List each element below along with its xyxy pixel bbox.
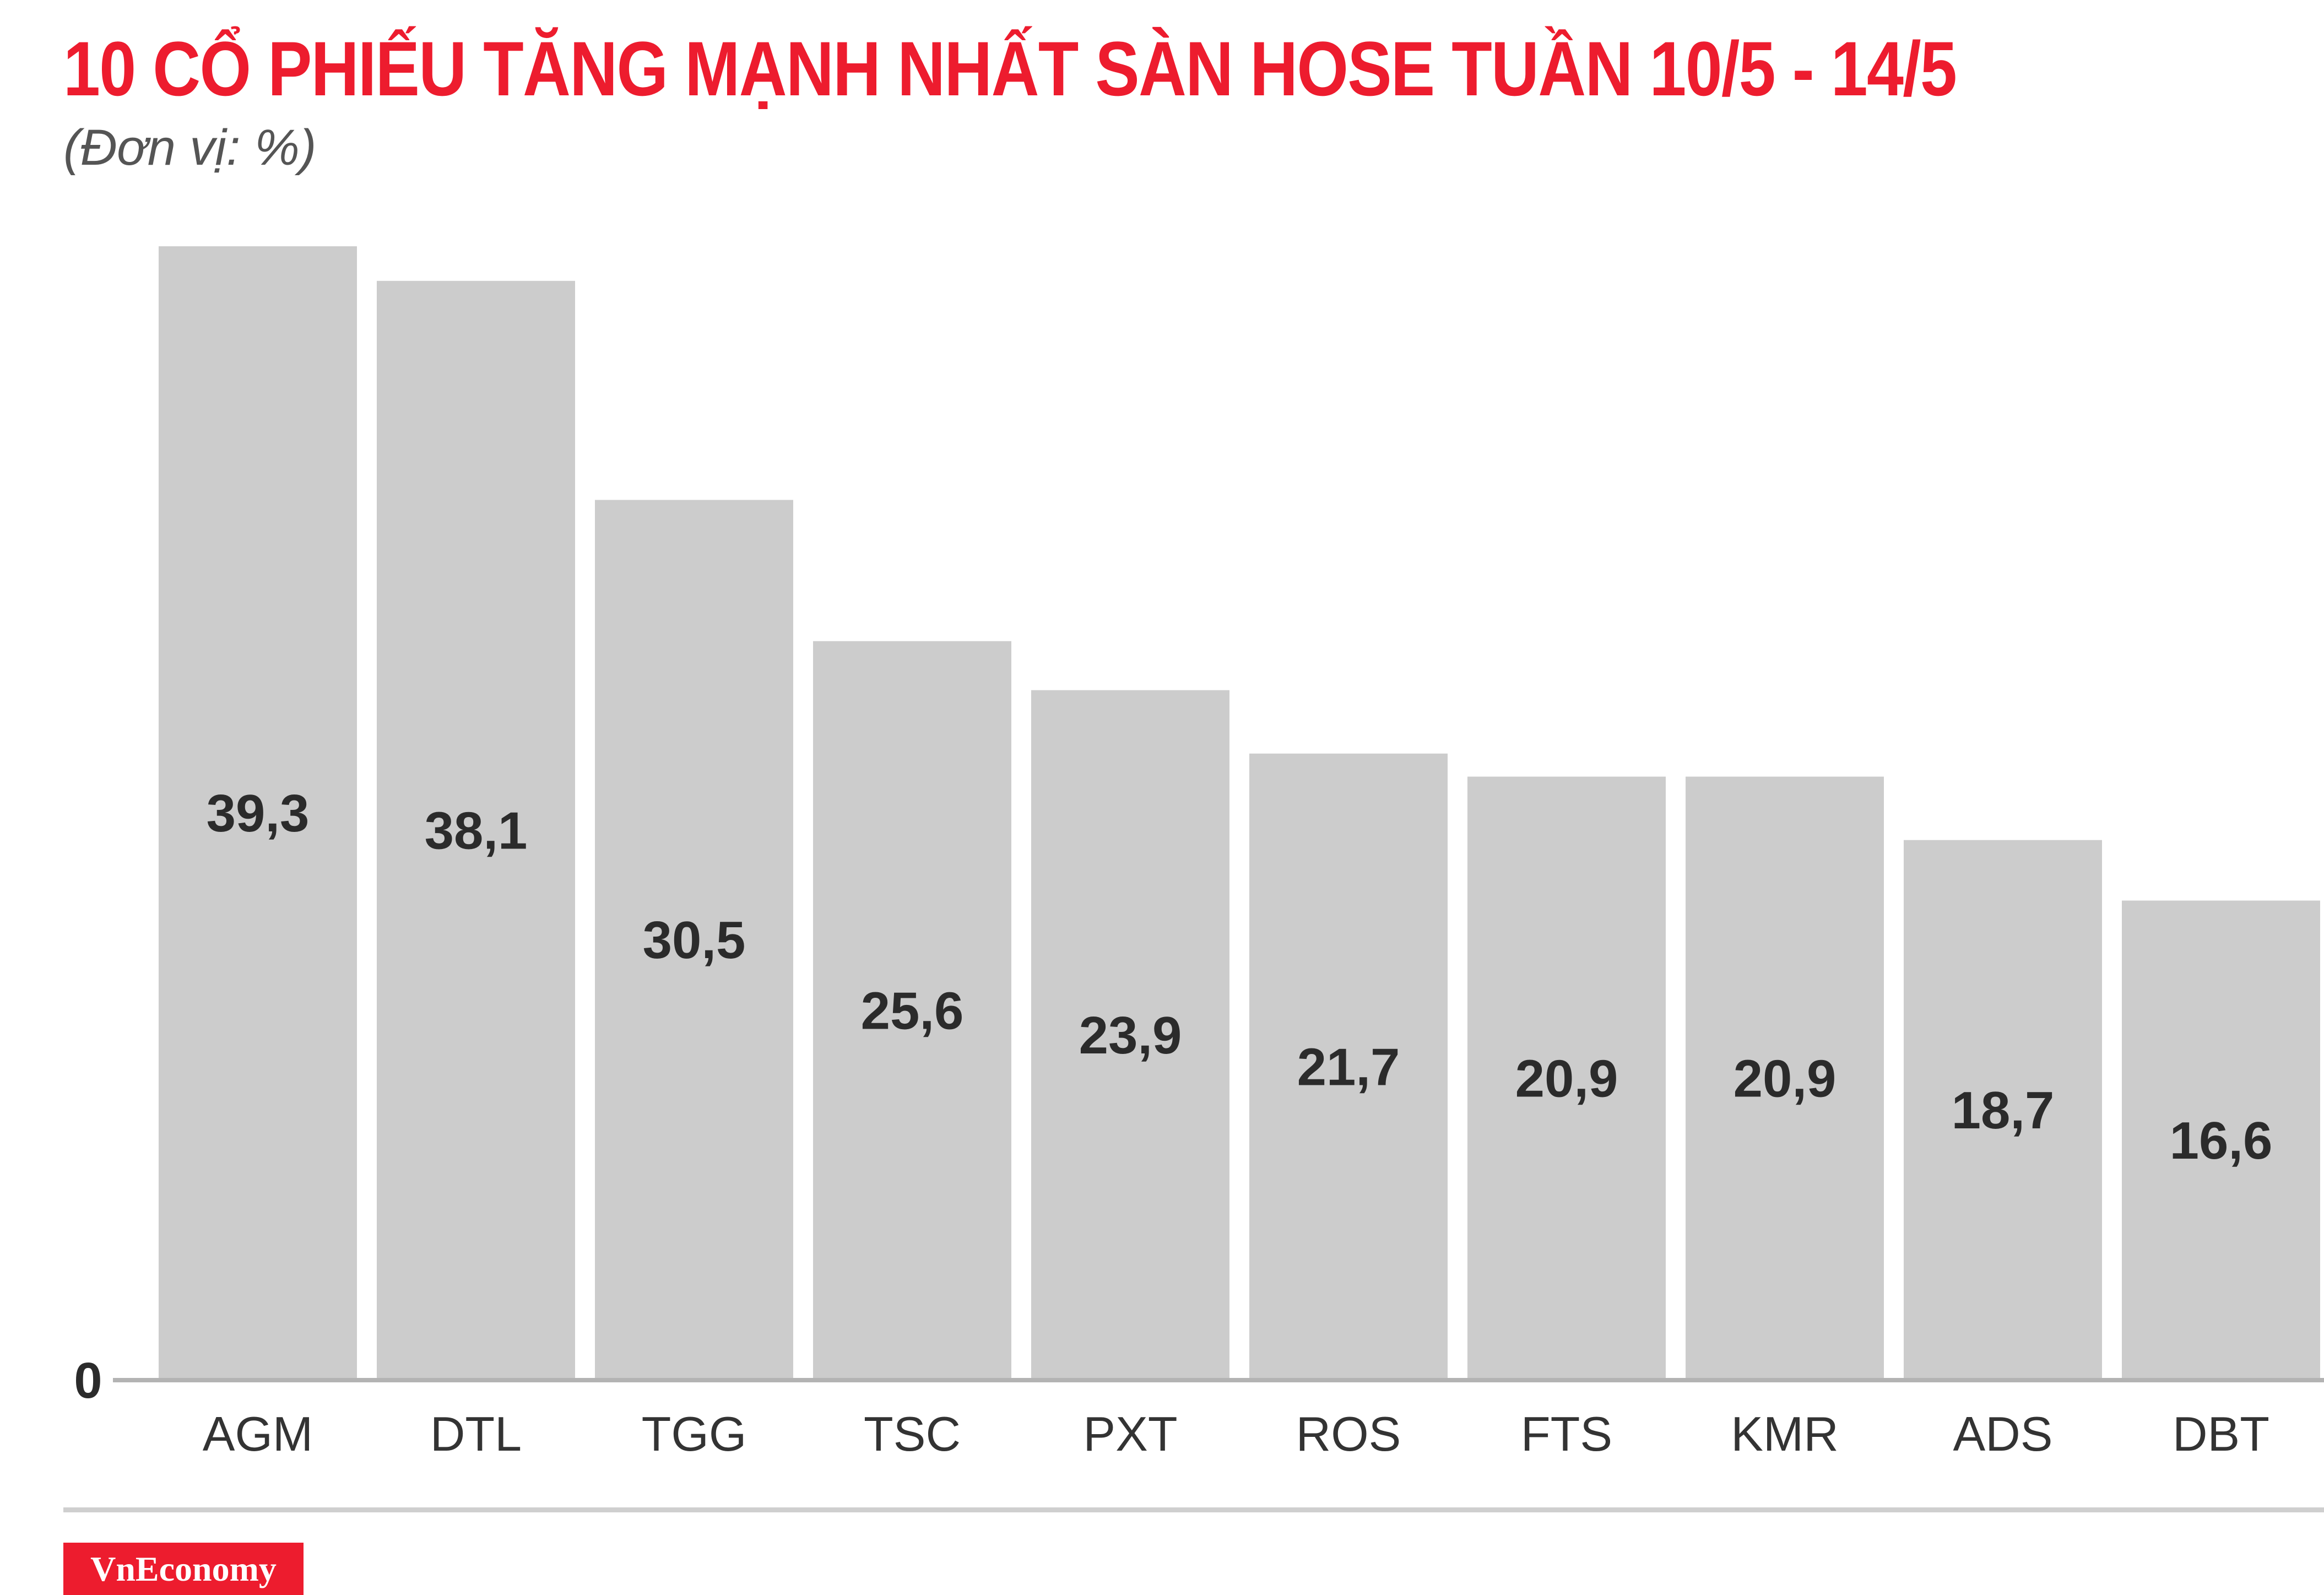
bars-layer: [159, 246, 2320, 1380]
category-tick-label: AGM: [203, 1407, 313, 1461]
bar-fts: [1467, 776, 1666, 1379]
category-tick-label: FTS: [1521, 1407, 1612, 1461]
category-tick-label: DTL: [430, 1407, 522, 1461]
category-tick-label: ADS: [1953, 1407, 2053, 1461]
bar-dbt: [2122, 900, 2320, 1379]
bar-value-label: 39,3: [207, 784, 310, 843]
value-labels-layer: 39,3 38,1 30,5 25,6 23,9 21,7 20,9 20,9 18,7 16,6: [207, 784, 2273, 1170]
bar-ros: [1249, 753, 1448, 1379]
bar-value-label: 18,7: [1952, 1081, 2055, 1140]
category-tick-label: TSC: [864, 1407, 961, 1461]
bar-value-label: 20,9: [1515, 1049, 1618, 1108]
bar-value-label: 20,9: [1733, 1049, 1837, 1108]
bar-value-label: 23,9: [1079, 1006, 1182, 1065]
bar-chart: 39,3 38,1 30,5 25,6 23,9 21,7 20,9 20,9 18,7 16,6…: [74, 246, 2324, 1461]
chart-subtitle: (Đơn vị: %): [63, 120, 317, 176]
footer-divider: [63, 1507, 2324, 1512]
bar-kmr: [1686, 776, 1884, 1379]
category-tick-label: KMR: [1731, 1407, 1839, 1461]
bar-value-label: 25,6: [861, 981, 964, 1040]
bar-tsc: [813, 641, 1011, 1379]
bar-tgg: [595, 500, 793, 1379]
bar-value-label: 16,6: [2170, 1111, 2273, 1170]
category-tick-label: PXT: [1083, 1407, 1177, 1461]
bar-agm: [159, 246, 357, 1379]
brand-logo-text: VnEconomy: [90, 1549, 277, 1588]
bar-dtl: [377, 280, 575, 1380]
category-tick-label: ROS: [1296, 1407, 1401, 1461]
category-tick-label: DBT: [2173, 1407, 2269, 1461]
vneconomy-logo: VnEconomy: [63, 1543, 304, 1595]
category-ticks-layer: AGM DTL TGG TSC PXT ROS FTS KMR ADS DBT: [203, 1407, 2269, 1461]
bar-value-label: 30,5: [643, 911, 746, 970]
chart-title: 10 CỔ PHIẾU TĂNG MẠNH NHẤT SÀN HOSE TUẦN…: [63, 25, 1957, 112]
y-axis-zero-label: 0: [74, 1353, 102, 1409]
bar-ads: [1904, 840, 2102, 1379]
category-tick-label: TGG: [642, 1407, 747, 1461]
bar-pxt: [1031, 690, 1229, 1379]
bar-value-label: 38,1: [425, 801, 528, 860]
bar-value-label: 21,7: [1297, 1037, 1400, 1096]
